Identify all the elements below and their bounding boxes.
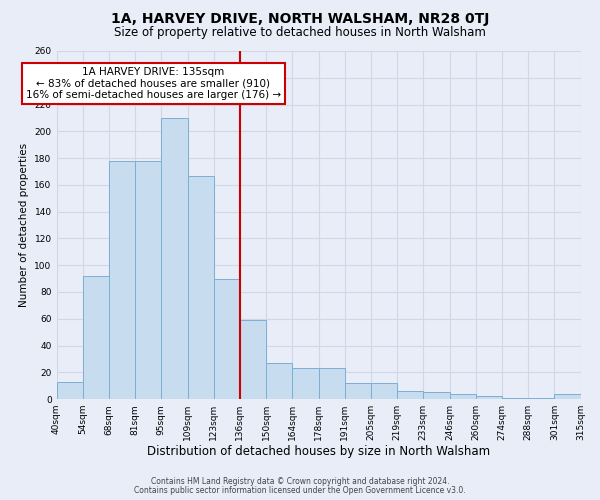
Bar xyxy=(371,383,397,399)
Bar xyxy=(424,392,449,399)
Bar xyxy=(554,394,581,399)
Bar xyxy=(135,161,161,399)
Bar xyxy=(266,363,292,399)
Text: 1A, HARVEY DRIVE, NORTH WALSHAM, NR28 0TJ: 1A, HARVEY DRIVE, NORTH WALSHAM, NR28 0T… xyxy=(111,12,489,26)
Bar xyxy=(476,396,502,399)
Text: 1A HARVEY DRIVE: 135sqm
← 83% of detached houses are smaller (910)
16% of semi-d: 1A HARVEY DRIVE: 135sqm ← 83% of detache… xyxy=(26,67,281,100)
Bar xyxy=(161,118,188,399)
Bar xyxy=(528,398,554,399)
Bar xyxy=(56,382,83,399)
Bar xyxy=(214,278,240,399)
Bar xyxy=(345,383,371,399)
Bar xyxy=(188,176,214,399)
Text: Contains public sector information licensed under the Open Government Licence v3: Contains public sector information licen… xyxy=(134,486,466,495)
Bar xyxy=(109,161,135,399)
Text: Size of property relative to detached houses in North Walsham: Size of property relative to detached ho… xyxy=(114,26,486,39)
Bar xyxy=(449,394,476,399)
Bar xyxy=(240,320,266,399)
Bar xyxy=(319,368,345,399)
Bar xyxy=(292,368,319,399)
X-axis label: Distribution of detached houses by size in North Walsham: Distribution of detached houses by size … xyxy=(147,444,490,458)
Bar xyxy=(502,398,528,399)
Bar xyxy=(83,276,109,399)
Y-axis label: Number of detached properties: Number of detached properties xyxy=(19,143,29,307)
Text: Contains HM Land Registry data © Crown copyright and database right 2024.: Contains HM Land Registry data © Crown c… xyxy=(151,477,449,486)
Bar xyxy=(397,391,424,399)
